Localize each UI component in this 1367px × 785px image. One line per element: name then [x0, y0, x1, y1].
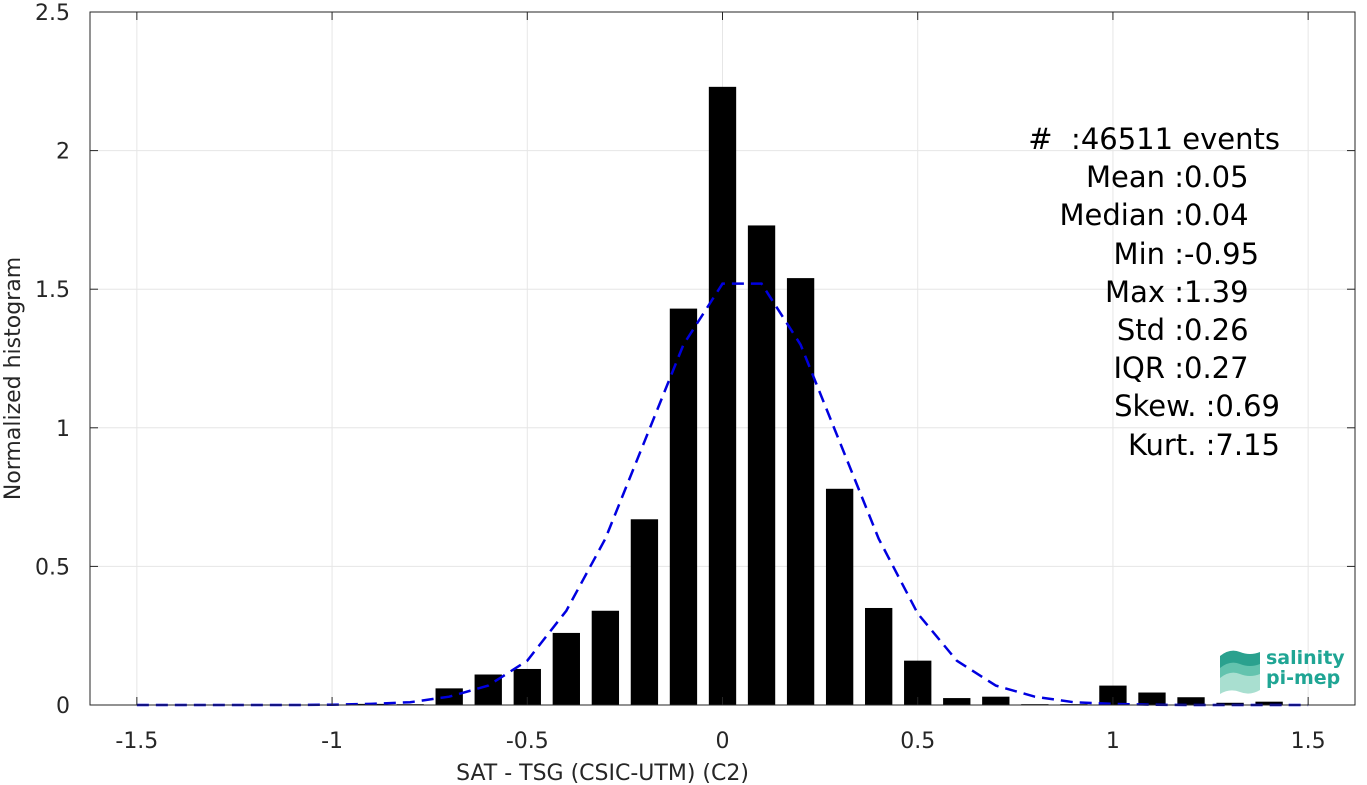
stat-label: # : [1028, 122, 1081, 156]
stat-std: Std : 0.26 [900, 313, 1280, 351]
x-tick-label: 1 [1106, 729, 1120, 754]
logo-text: salinity pi-mep [1266, 648, 1345, 688]
stat-iqr: IQR : 0.27 [900, 351, 1280, 389]
histogram-bar [747, 225, 776, 705]
histogram-bar [1138, 692, 1166, 705]
stat-label: IQR : [1113, 351, 1184, 386]
histogram-bar [825, 488, 854, 705]
x-tick-label: -0.5 [506, 729, 549, 754]
stat-label: Median : [1059, 198, 1184, 233]
histogram-bars [357, 86, 1283, 706]
histogram-bar [630, 519, 659, 705]
histogram-bar [669, 308, 698, 705]
y-tick-label: 1.5 [35, 278, 70, 303]
logo-line2: pi-mep [1266, 667, 1341, 689]
x-tick-label: -1.5 [115, 729, 158, 754]
stat-label: Skew. : [1114, 389, 1216, 424]
stat-value: 7.15 [1215, 427, 1280, 462]
stat-median: Median : 0.04 [900, 198, 1280, 236]
stat-value: 0.05 [1184, 160, 1249, 195]
histogram-bar [1099, 685, 1127, 705]
x-tick-label: 0 [716, 729, 730, 754]
histogram-bar [1177, 697, 1205, 705]
stat-label: Min : [1113, 236, 1184, 271]
histogram-bar [591, 610, 620, 705]
histogram-bar [786, 278, 815, 705]
stat-value: -0.95 [1184, 236, 1260, 271]
histogram-bar [982, 696, 1010, 705]
histogram-bar [1255, 701, 1283, 705]
stat-value: 0.04 [1184, 198, 1249, 233]
stat-value: 0.27 [1184, 351, 1249, 386]
salinity-pimep-logo: salinity pi-mep [1218, 646, 1348, 696]
y-axis-ticks: 0 0.5 1 1.5 2 2.5 [35, 1, 1355, 719]
wave-logo-icon [1220, 650, 1260, 694]
x-tick-label: -1 [321, 729, 343, 754]
y-tick-label: 2 [56, 140, 70, 165]
y-tick-label: 1 [56, 417, 70, 442]
histogram-bar [943, 698, 971, 705]
stat-min: Min : -0.95 [900, 237, 1280, 275]
y-axis-label: Normalized histogram [1, 257, 26, 500]
y-tick-label: 2.5 [35, 1, 70, 26]
stat-mean: Mean : 0.05 [900, 160, 1280, 198]
stat-label: Kurt. : [1127, 427, 1216, 462]
x-axis-label: SAT - TSG (CSIC-UTM) (C2) [456, 761, 749, 785]
stat-label: Mean : [1085, 160, 1184, 195]
stat-value: 1.39 [1184, 274, 1249, 309]
stat-max: Max : 1.39 [900, 275, 1280, 313]
stat-value: 46511 events [1080, 122, 1280, 156]
statistics-panel: # : 46511 events Mean : 0.05 Median : 0.… [900, 122, 1280, 466]
y-tick-label: 0 [56, 694, 70, 719]
stat-count: # : 46511 events [900, 122, 1280, 160]
stat-skew: Skew. : 0.69 [900, 389, 1280, 427]
x-tick-label: 0.5 [900, 729, 935, 754]
histogram-bar [865, 607, 893, 705]
stat-value: 0.26 [1184, 312, 1249, 347]
x-axis-ticks: -1.5 -1 -0.5 0 0.5 1 1.5 [115, 12, 1326, 754]
histogram-bar [1216, 702, 1244, 705]
stat-kurt: Kurt. : 7.15 [900, 428, 1280, 466]
y-tick-label: 0.5 [35, 555, 70, 580]
stat-value: 0.69 [1215, 389, 1280, 424]
stat-label: Std : [1116, 312, 1184, 347]
x-tick-label: 1.5 [1291, 729, 1326, 754]
stat-label: Max : [1105, 274, 1184, 309]
histogram-bar [552, 632, 580, 705]
logo-line1: salinity [1266, 647, 1345, 669]
histogram-bar [708, 86, 737, 706]
